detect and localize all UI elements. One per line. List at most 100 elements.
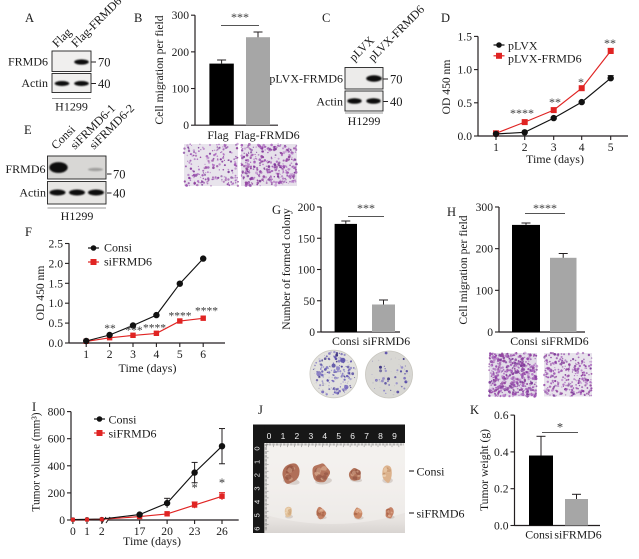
svg-text:*: * <box>219 476 225 490</box>
svg-text:70: 70 <box>98 56 111 70</box>
svg-text:Tumor weight (g): Tumor weight (g) <box>478 429 491 511</box>
svg-text:3: 3 <box>308 431 313 441</box>
svg-text:40: 40 <box>390 95 403 109</box>
svg-text:K: K <box>470 403 479 417</box>
svg-text:Cell migration per field: Cell migration per field <box>457 215 470 324</box>
svg-text:siFRMD6: siFRMD6 <box>104 255 152 269</box>
svg-text:200: 200 <box>476 243 494 256</box>
svg-text:9: 9 <box>392 431 397 441</box>
svg-text:siFRMD6: siFRMD6 <box>417 507 465 521</box>
svg-text:4: 4 <box>322 431 327 441</box>
svg-text:5: 5 <box>253 513 262 517</box>
svg-text:F: F <box>25 225 32 239</box>
svg-text:0.0: 0.0 <box>458 130 473 143</box>
svg-text:pLVX: pLVX <box>508 39 538 53</box>
svg-text:siFRMD6: siFRMD6 <box>109 427 157 441</box>
svg-text:Consi: Consi <box>104 241 133 255</box>
svg-text:5: 5 <box>177 348 183 361</box>
svg-text:siFRMD6: siFRMD6 <box>554 528 601 542</box>
svg-text:70: 70 <box>390 73 403 87</box>
svg-text:150: 150 <box>298 232 316 245</box>
svg-text:0.5: 0.5 <box>49 317 64 330</box>
svg-text:Flag: Flag <box>207 128 228 142</box>
svg-text:D: D <box>441 11 450 25</box>
svg-text:5: 5 <box>336 431 341 441</box>
svg-text:Number of formed colony: Number of formed colony <box>280 208 293 330</box>
svg-text:200: 200 <box>298 201 316 214</box>
svg-text:0.4: 0.4 <box>494 446 509 459</box>
svg-text:FRMD6: FRMD6 <box>5 162 45 176</box>
svg-text:Time (days): Time (days) <box>123 534 181 548</box>
svg-text:***: *** <box>125 325 143 337</box>
svg-text:0.2: 0.2 <box>494 483 509 496</box>
svg-text:****: **** <box>143 323 166 335</box>
svg-text:**: ** <box>104 323 116 335</box>
svg-text:G: G <box>272 203 281 217</box>
svg-text:3: 3 <box>253 486 262 490</box>
svg-text:***: *** <box>231 10 249 24</box>
svg-text:50: 50 <box>303 295 315 308</box>
svg-text:0: 0 <box>487 326 493 339</box>
svg-text:1.5: 1.5 <box>49 277 64 290</box>
svg-text:100: 100 <box>298 264 316 277</box>
svg-text:****: **** <box>533 201 557 215</box>
svg-text:siFRMD6: siFRMD6 <box>541 334 588 348</box>
svg-text:0: 0 <box>253 446 262 450</box>
svg-text:5: 5 <box>608 141 614 154</box>
svg-text:1: 1 <box>253 460 262 464</box>
svg-text:Consi: Consi <box>417 465 446 479</box>
svg-text:300: 300 <box>172 9 190 22</box>
svg-text:2: 2 <box>253 473 262 477</box>
svg-text:2: 2 <box>99 525 105 538</box>
svg-text:40: 40 <box>113 187 126 201</box>
svg-text:pLVX-FRMD6: pLVX-FRMD6 <box>269 72 343 86</box>
svg-text:***: *** <box>357 201 375 215</box>
svg-text:OD 450 nm: OD 450 nm <box>34 266 47 321</box>
svg-text:J: J <box>258 403 263 417</box>
svg-text:Tumor volume (mm³): Tumor volume (mm³) <box>31 412 43 511</box>
svg-text:****: **** <box>169 311 192 323</box>
svg-text:0: 0 <box>267 431 272 441</box>
svg-text:1.0: 1.0 <box>49 297 64 310</box>
svg-text:40: 40 <box>98 77 111 91</box>
svg-text:4: 4 <box>579 141 585 154</box>
svg-text:Cell migration per field: Cell migration per field <box>153 15 166 124</box>
svg-text:1.0: 1.0 <box>458 64 473 77</box>
svg-text:8: 8 <box>378 431 383 441</box>
svg-text:****: **** <box>510 106 534 120</box>
svg-text:0.0: 0.0 <box>494 520 509 533</box>
svg-text:20: 20 <box>161 525 173 538</box>
svg-text:E: E <box>24 123 32 137</box>
svg-text:200: 200 <box>172 46 190 59</box>
svg-text:Time (days): Time (days) <box>526 152 584 166</box>
svg-text:400: 400 <box>48 460 66 473</box>
svg-text:Consi: Consi <box>525 528 553 542</box>
svg-text:0: 0 <box>70 525 76 538</box>
svg-text:17: 17 <box>134 525 146 538</box>
svg-text:2: 2 <box>295 431 300 441</box>
svg-text:*: * <box>557 421 563 435</box>
svg-text:A: A <box>25 11 34 25</box>
svg-text:B: B <box>134 11 142 25</box>
svg-text:0.5: 0.5 <box>458 97 473 110</box>
svg-text:300: 300 <box>476 201 494 214</box>
svg-text:1: 1 <box>493 141 499 154</box>
svg-text:I: I <box>32 400 36 414</box>
svg-text:C: C <box>322 11 330 25</box>
svg-text:1.5: 1.5 <box>458 30 473 43</box>
svg-text:Actin: Actin <box>21 76 48 90</box>
svg-text:6: 6 <box>350 431 355 441</box>
svg-text:H1299: H1299 <box>348 114 381 128</box>
svg-text:2.0: 2.0 <box>49 257 64 270</box>
svg-text:H: H <box>447 205 456 219</box>
svg-text:OD 450 nm: OD 450 nm <box>440 60 453 115</box>
svg-text:pLVX-FRMD6: pLVX-FRMD6 <box>508 52 582 66</box>
svg-text:7: 7 <box>364 431 369 441</box>
svg-text:*: * <box>191 481 197 495</box>
svg-text:FRMD6: FRMD6 <box>8 55 48 69</box>
svg-text:*: * <box>578 75 584 89</box>
svg-text:1: 1 <box>83 348 89 361</box>
svg-text:Time (days): Time (days) <box>119 361 177 375</box>
svg-text:800: 800 <box>48 406 66 419</box>
svg-text:100: 100 <box>476 284 494 297</box>
